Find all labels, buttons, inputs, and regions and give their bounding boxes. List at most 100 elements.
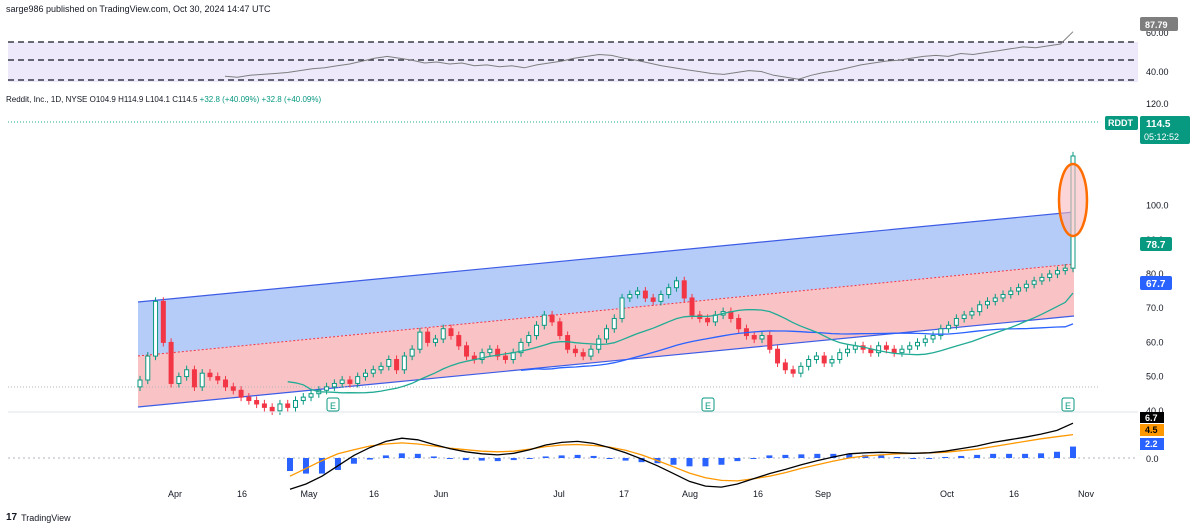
time-tick: 17 — [619, 489, 629, 499]
candle-body — [223, 379, 229, 388]
macd-hist-bar — [942, 456, 949, 458]
macd-hist-bar — [718, 458, 725, 465]
macd-histogram — [287, 446, 1076, 474]
macd-hist-bar — [750, 458, 757, 459]
macd-hist-bar — [974, 454, 981, 458]
time-tick: 16 — [753, 489, 763, 499]
macd-hist-bar — [590, 455, 597, 458]
candle-body — [347, 379, 353, 384]
candle-body — [681, 280, 687, 299]
candle-body — [464, 345, 470, 357]
candle-body — [308, 393, 314, 398]
macd-hist-bar — [287, 458, 293, 471]
candle-body — [479, 352, 485, 361]
candle-body — [977, 304, 983, 313]
time-tick: Sep — [815, 489, 831, 499]
candle-body — [557, 321, 563, 337]
macd-hist-bar — [734, 458, 741, 462]
candle-body — [588, 348, 594, 357]
macd-hist-bar — [1038, 453, 1045, 458]
macd-hist-bar — [766, 455, 773, 458]
macd-hist-bar — [334, 458, 341, 470]
candle-body — [510, 352, 516, 361]
earnings-marker[interactable] — [1061, 397, 1075, 412]
earnings-marker-label: E — [1065, 401, 1071, 411]
candle-body — [666, 287, 672, 296]
macd-hist-bar — [478, 458, 485, 461]
candle-body — [604, 328, 609, 340]
candle-body — [992, 297, 998, 302]
tradingview-footer[interactable]: 17 TradingView — [6, 512, 71, 523]
candle-body — [837, 352, 843, 361]
candle-body — [689, 297, 695, 316]
candle-body — [845, 348, 851, 354]
candle-body — [961, 314, 967, 319]
macd-hist-bar — [606, 458, 613, 459]
macd-hist-bar — [542, 456, 549, 458]
price-tick: 40.0 — [1146, 406, 1164, 416]
price-tick: 70.0 — [1146, 303, 1164, 313]
channel-lower-line — [137, 315, 1075, 408]
macd-hist-bar — [462, 458, 469, 461]
candle-body — [658, 294, 664, 302]
signal-line — [289, 433, 1074, 482]
time-tick: May — [300, 489, 318, 499]
candle-body — [798, 365, 804, 374]
candle-body — [876, 345, 882, 354]
candle-body — [883, 345, 889, 350]
candle-body — [246, 396, 252, 402]
macd-hist-bar — [430, 456, 437, 458]
candle-body — [1062, 267, 1068, 272]
rsi-line — [224, 31, 1074, 80]
candle-body — [767, 335, 773, 350]
time-tick: Jun — [434, 489, 449, 499]
candle-body — [635, 290, 641, 296]
candle-body — [394, 359, 400, 371]
candle-body — [199, 372, 205, 388]
channel-upper-fill — [138, 212, 1074, 356]
candle-body — [1023, 283, 1029, 289]
candle-body — [370, 369, 376, 374]
candle-body — [1031, 280, 1037, 285]
macd-hist-bar — [574, 454, 581, 458]
last-price-text: 114.5 — [1146, 119, 1171, 130]
earnings-marker-label: E — [705, 401, 711, 411]
candle-body — [254, 400, 260, 405]
candle-body — [580, 352, 586, 357]
candle-body — [168, 341, 174, 384]
macd-zero-tick: 0.0 — [1146, 454, 1159, 464]
macd-hist-bar — [798, 454, 805, 458]
legend-high: H114.9 — [118, 95, 144, 104]
hist-badge — [1140, 438, 1164, 450]
macd-hist-bar — [526, 458, 533, 459]
time-tick: 16 — [237, 489, 247, 499]
macd-hist-bar — [894, 456, 901, 458]
macd-hist-bar — [318, 458, 325, 474]
candle-body — [145, 355, 151, 381]
candle-body — [440, 328, 446, 340]
macd-hist-bar — [990, 453, 997, 458]
earnings-marker[interactable] — [326, 397, 340, 412]
macd-line — [289, 422, 1074, 490]
candle-body — [378, 365, 384, 371]
macd-hist-bar — [366, 458, 373, 460]
tradingview-logo: 17 — [6, 512, 18, 523]
candle-body — [215, 376, 221, 381]
macd-hist-bar — [558, 455, 565, 458]
candle-body — [705, 317, 711, 323]
symbol-text: RDDT — [1108, 118, 1133, 128]
candle-body — [409, 348, 415, 357]
candle-body — [572, 348, 578, 354]
candle-body — [456, 335, 462, 347]
rsi-pane: 60.00 40.00 87.79 — [8, 17, 1178, 82]
macd-hist-bar — [638, 458, 645, 463]
macd-value: 6.7 — [1145, 413, 1158, 423]
candle-body — [386, 359, 392, 367]
candle-body — [230, 386, 236, 391]
candle-body — [238, 389, 244, 398]
earnings-marker[interactable] — [701, 397, 715, 412]
candle-body — [891, 348, 897, 354]
